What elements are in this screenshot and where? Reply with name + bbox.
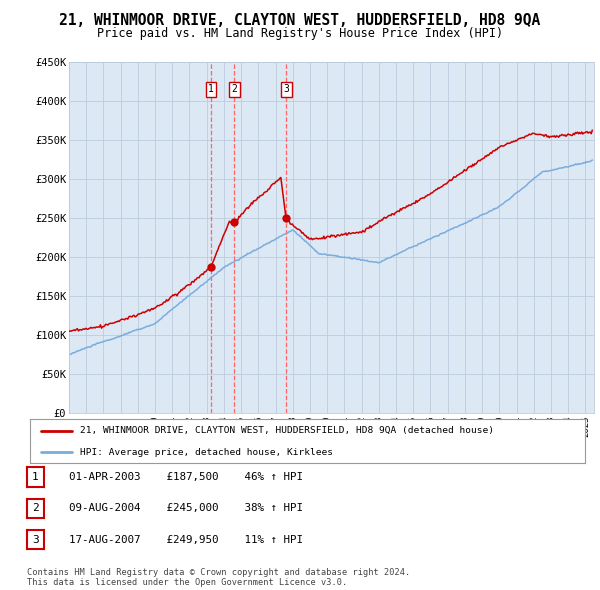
Text: 21, WHINMOOR DRIVE, CLAYTON WEST, HUDDERSFIELD, HD8 9QA (detached house): 21, WHINMOOR DRIVE, CLAYTON WEST, HUDDER… (80, 427, 494, 435)
Text: Contains HM Land Registry data © Crown copyright and database right 2024.
This d: Contains HM Land Registry data © Crown c… (27, 568, 410, 587)
Text: 17-AUG-2007    £249,950    11% ↑ HPI: 17-AUG-2007 £249,950 11% ↑ HPI (69, 535, 303, 545)
Text: 1: 1 (208, 84, 214, 94)
Text: 1: 1 (32, 472, 39, 482)
Text: Price paid vs. HM Land Registry's House Price Index (HPI): Price paid vs. HM Land Registry's House … (97, 27, 503, 40)
Text: 21, WHINMOOR DRIVE, CLAYTON WEST, HUDDERSFIELD, HD8 9QA: 21, WHINMOOR DRIVE, CLAYTON WEST, HUDDER… (59, 13, 541, 28)
Text: HPI: Average price, detached house, Kirklees: HPI: Average price, detached house, Kirk… (80, 448, 333, 457)
Text: 01-APR-2003    £187,500    46% ↑ HPI: 01-APR-2003 £187,500 46% ↑ HPI (69, 472, 303, 482)
Text: 09-AUG-2004    £245,000    38% ↑ HPI: 09-AUG-2004 £245,000 38% ↑ HPI (69, 503, 303, 513)
Text: 2: 2 (32, 503, 39, 513)
Text: 3: 3 (32, 535, 39, 545)
Text: 2: 2 (232, 84, 237, 94)
Text: 3: 3 (283, 84, 289, 94)
